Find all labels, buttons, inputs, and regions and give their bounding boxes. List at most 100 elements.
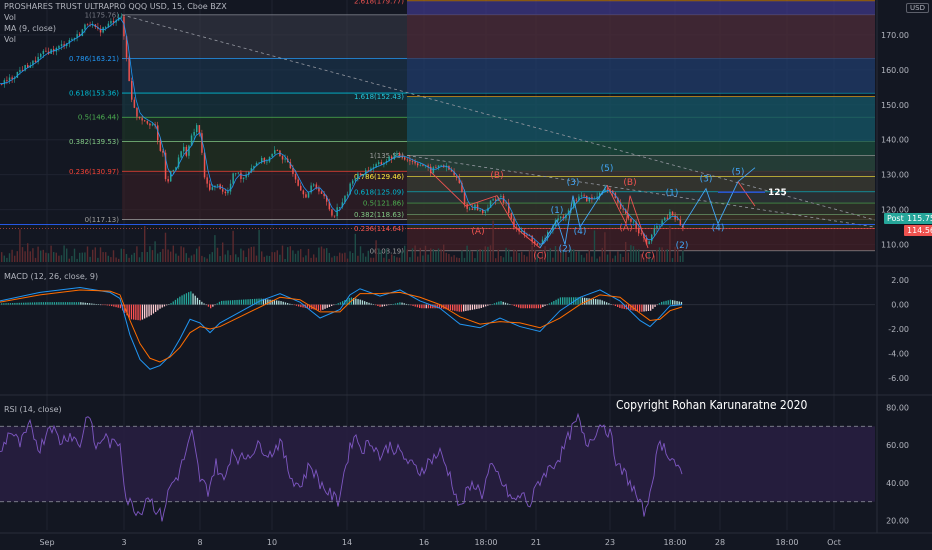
volume-bar <box>193 254 195 262</box>
candle-body <box>565 214 567 219</box>
wave-label-11: (1) <box>666 189 679 199</box>
candle-body <box>201 133 203 153</box>
macd-histogram-bar <box>194 295 196 305</box>
volume-bar <box>502 257 505 262</box>
candle-body <box>539 244 541 246</box>
macd-histogram-bar <box>232 300 234 305</box>
volume-bar <box>333 255 336 262</box>
macd-histogram-bar <box>56 302 58 305</box>
macd-histogram-bar <box>421 304 423 309</box>
volume-bar <box>393 255 395 262</box>
chart-title[interactable]: PROSHARES TRUST ULTRAPRO QQQ USD, 15, Cb… <box>4 2 227 11</box>
volume-bar <box>471 251 473 262</box>
candle-body <box>666 217 669 219</box>
macd-histogram-bar <box>353 298 355 305</box>
wave-label-0: (A) <box>471 227 484 237</box>
rsi-axis-label-2: 40.00 <box>886 479 909 488</box>
candle-body <box>271 153 273 157</box>
macd-histogram-bar <box>7 303 9 305</box>
macd-histogram-bar <box>89 303 91 305</box>
volume-bar <box>227 250 229 262</box>
volume-bar <box>354 233 356 262</box>
macd-histogram-bar <box>16 302 18 305</box>
macd-histogram-bar <box>115 304 117 308</box>
wave-label-15: (5) <box>732 168 745 178</box>
macd-histogram-bar <box>392 303 394 305</box>
fib1-label-4: 0.382(139.53) <box>69 138 119 146</box>
candle-body <box>128 57 130 82</box>
macd-histogram-bar <box>293 304 295 306</box>
macd-histogram-bar <box>487 304 489 306</box>
candle-body <box>66 43 68 47</box>
candle-body <box>193 131 195 136</box>
indicator-vol-2[interactable]: Vol <box>4 35 16 44</box>
fib2-zone-1 <box>407 176 875 192</box>
candle-body <box>333 215 336 217</box>
candle-body <box>526 234 528 236</box>
candle-body <box>469 208 471 210</box>
macd-histogram-bar <box>579 297 581 305</box>
macd-histogram-bar <box>183 294 185 305</box>
volume-bar <box>508 249 510 262</box>
rsi-label[interactable]: RSI (14, close) <box>4 405 62 414</box>
macd-histogram-bar <box>568 297 570 305</box>
candle-body <box>229 183 232 192</box>
macd-histogram-bar <box>355 298 357 305</box>
volume-bar <box>185 253 187 262</box>
indicator-vol[interactable]: Vol <box>4 13 16 22</box>
candle-body <box>58 45 60 48</box>
candle-body <box>120 16 123 18</box>
candle-body <box>177 157 180 168</box>
macd-histogram-bar <box>621 304 623 309</box>
volume-bar <box>419 247 421 262</box>
macd-histogram-bar <box>370 303 372 305</box>
macd-histogram-bar <box>480 304 482 309</box>
macd-histogram-bar <box>504 302 507 305</box>
macd-histogram-bar <box>12 303 14 305</box>
candle-body <box>401 156 403 158</box>
candle-body <box>669 211 671 219</box>
volume-bar <box>224 254 226 262</box>
macd-histogram-bar <box>42 302 45 305</box>
macd-histogram-bar <box>639 304 641 312</box>
macd-histogram-bar <box>597 299 599 305</box>
macd-histogram-bar <box>518 304 520 308</box>
candle-body <box>81 29 84 36</box>
volume-bar <box>632 246 635 262</box>
candle-body <box>302 190 305 195</box>
macd-histogram-bar <box>623 304 625 309</box>
volume-bar <box>495 258 497 262</box>
volume-bar <box>318 247 320 262</box>
candle-body <box>105 27 107 28</box>
candle-body <box>27 65 29 68</box>
indicator-ma[interactable]: MA (9, close) <box>4 24 56 33</box>
last-price-tag: 114.56 <box>904 225 932 236</box>
macd-histogram-bar <box>474 304 476 310</box>
volume-bar <box>99 247 102 262</box>
candle-body <box>79 34 81 36</box>
candle-body <box>515 227 518 229</box>
volume-bar <box>105 252 107 262</box>
volume-bar <box>154 241 156 262</box>
candle-body <box>159 140 162 151</box>
macd-label[interactable]: MACD (12, 26, close, 9) <box>4 272 99 281</box>
macd-histogram-bar <box>348 297 350 305</box>
macd-histogram-bar <box>177 298 179 305</box>
volume-bar <box>3 255 5 262</box>
volume-bar <box>40 250 42 262</box>
macd-histogram-bar <box>529 304 531 309</box>
post-price-tag: 115.75 <box>904 213 932 224</box>
fib2-label-1: 0.786(129.46) <box>354 173 404 181</box>
wave-label-1: (B) <box>490 171 503 181</box>
candle-body <box>352 180 354 184</box>
candle-body <box>437 165 440 168</box>
macd-histogram-bar <box>31 302 34 305</box>
macd-histogram-bar <box>608 303 610 305</box>
macd-histogram-bar <box>445 304 447 310</box>
macd-histogram-bar <box>361 300 364 305</box>
volume-bar <box>653 255 655 262</box>
volume-bar <box>146 252 148 262</box>
currency-button[interactable]: USD <box>906 3 929 13</box>
volume-bar <box>133 252 135 262</box>
